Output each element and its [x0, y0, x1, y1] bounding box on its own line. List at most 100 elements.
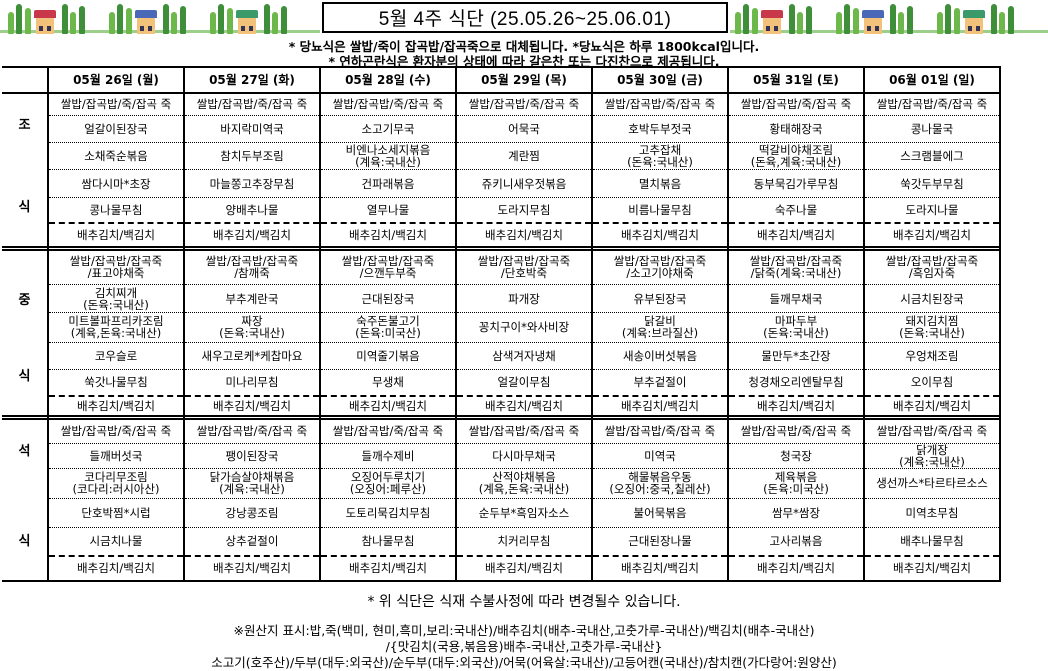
menu-cell: 배추김치/백김치: [183, 222, 321, 249]
tree-icon: [70, 12, 76, 34]
menu-cell: 계란찜: [455, 142, 593, 171]
menu-cell: 숙주돈불고기 (돈육:미국산): [319, 312, 457, 343]
menu-row: 조 식 쌀밥/잡곡밥/죽/잡곡 죽 쌀밥/잡곡밥/죽/잡곡 죽 쌀밥/잡곡밥/죽/잡곡 …: [2, 93, 1001, 248]
menu-cell: 양배추나물: [183, 197, 321, 224]
menu-cell: 닭개장 (계육:국내산): [863, 443, 1001, 469]
tree-icon: [272, 12, 278, 34]
meal-label-top: 석: [18, 444, 31, 459]
menu-cell: 미역국: [591, 443, 729, 469]
menu-cell: 동부묵김가루무침: [727, 169, 865, 198]
menu-cell: 새우고로케*케찹마요: [183, 342, 321, 370]
menu-cell: 미트볼파프리카조림 (계육,돈육:국내산): [47, 312, 185, 343]
menu-cell: 미역초무침: [863, 498, 1001, 529]
menu-cell: 불어묵볶음: [591, 498, 729, 529]
menu-cell: 바지락미역국: [183, 115, 321, 144]
tree-icon: [210, 12, 216, 34]
menu-cell: 얼갈이된장국: [47, 115, 185, 144]
menu-row: 미트볼파프리카조림 (계육,돈육:국내산) 짜장 (돈육:국내산) 숙주돈불고기 (…: [2, 312, 1001, 343]
menu-row: 소채죽순볶음 참치두부조림 비엔나소세지볶음 (계육:국내산) 계란찜 고추잡채 (돈육…: [2, 142, 1001, 171]
menu-cell: 부추계란국: [183, 284, 321, 314]
menu-cell: 얼갈이무침: [455, 369, 593, 397]
menu-cell: 들깨수제비: [319, 443, 457, 469]
menu-cell: 배추김치/백김치: [455, 395, 593, 418]
menu-cell: 청국장: [727, 443, 865, 469]
menu-cell: 닭가슴살야채볶음 (계육:국내산): [183, 468, 321, 499]
menu-cell: 배추김치/백김치: [455, 222, 593, 249]
menu-cell: 숙주나물: [727, 197, 865, 224]
menu-cell: 고추잡채 (돈육:국내산): [591, 142, 729, 171]
menu-cell: 미나리무침: [183, 369, 321, 397]
tree-icon: [126, 8, 132, 34]
menu-row: 시금치나물 상추겉절이 참나물무침 치커리무침 근대된장나물 고사리볶음 배추나물무침: [2, 527, 1001, 557]
menu-cell: 고사리볶음: [727, 527, 865, 557]
menu-cell: 떡갈비야채조림 (돈육,계육:국내산): [727, 142, 865, 171]
menu-cell: 쑥갓두부무침: [863, 169, 1001, 198]
diabetic-notice: * 당뇨식은 쌀밥/죽이 잡곡밥/잡곡죽으로 대체됩니다. *당뇨식은 하루 1…: [288, 39, 760, 54]
menu-cell: 쌈다시마*초장: [47, 169, 185, 198]
menu-cell: 꽁치구이*와사비장: [455, 312, 593, 343]
menu-cell: 배추김치/백김치: [455, 555, 593, 583]
menu-cell: 김치찌개 (돈육:국내산): [47, 284, 185, 314]
menu-cell: 쌀밥/잡곡밥/죽/잡곡 죽: [591, 419, 729, 444]
menu-row: 들깨버섯국 팽이된장국 들깨수제비 다시마무채국 미역국 청국장 닭개장 (계육:국내산): [2, 443, 1001, 469]
tree-icon: [163, 4, 169, 34]
tree-icon: [171, 12, 177, 34]
decorative-banner-left: [6, 0, 303, 34]
menu-cell: 무생채: [319, 369, 457, 397]
tree-icon: [743, 4, 749, 34]
menu-cell: 부추겉절이: [591, 369, 729, 397]
tree-icon: [991, 4, 997, 34]
house-icon: [864, 18, 882, 34]
meal-label-top: 조: [18, 118, 31, 133]
menu-row: 쌈다시마*초장 마늘쫑고추장무침 건파래볶음 쥬키니새우젓볶음 멸치볶음 동부묵김가루무침…: [2, 169, 1001, 198]
menu-row: 배추김치/백김치 배추김치/백김치 배추김치/백김치 배추김치/백김치 배추김치/백김치…: [2, 555, 1001, 583]
menu-row: 석 식 쌀밥/잡곡밥/죽/잡곡 죽 쌀밥/잡곡밥/죽/잡곡 죽 쌀밥/잡곡밥/죽/잡곡 …: [2, 419, 1001, 582]
menu-cell: 소채죽순볶음: [47, 142, 185, 171]
menu-cell: 비름나물무침: [591, 197, 729, 224]
menu-cell: 도라지나물: [863, 197, 1001, 224]
menu-row: 코우슬로 새우고로케*케찹마요 미역줄기볶음 삼색겨자냉채 새송이버섯볶음 물만두*초간장…: [2, 342, 1001, 370]
menu-cell: 어묵국: [455, 115, 593, 144]
menu-cell: 소고기무국: [319, 115, 457, 144]
tree-icon: [806, 6, 812, 34]
tree-icon: [844, 4, 850, 34]
tree-icon: [836, 12, 842, 34]
tree-icon: [907, 6, 913, 34]
menu-row: 코다리무조림 (코다리:러시아산) 닭가슴살야채볶음 (계육:국내산) 오징어두루치…: [2, 468, 1001, 499]
menu-cell: 배추김치/백김치: [591, 555, 729, 583]
day-header: 05월 29일 (목): [455, 66, 593, 94]
menu-cell: 쌀밥/잡곡밥/죽/잡곡 죽: [727, 419, 865, 444]
menu-cell: 상추겉절이: [183, 527, 321, 557]
day-header: 05월 26일 (월): [47, 66, 185, 94]
menu-cell: 쌀밥/잡곡밥/죽/잡곡 죽: [455, 93, 593, 116]
menu-cell: 쌀밥/잡곡밥/죽/잡곡 죽: [863, 419, 1001, 444]
menu-cell: 생선까스*타르타르소스: [863, 468, 1001, 499]
tree-icon: [937, 12, 943, 34]
menu-cell: 근대된장국: [319, 284, 457, 314]
menu-cell: 쌀밥/잡곡밥/죽/잡곡 죽: [319, 93, 457, 116]
menu-cell: 쌀밥/잡곡밥/죽/잡곡 죽: [183, 419, 321, 444]
tree-icon: [735, 12, 741, 34]
menu-cell: 열무나물: [319, 197, 457, 224]
menu-row: 콩나물무침 양배추나물 열무나물 도라지무침 비름나물무침 숙주나물 도라지나물: [2, 197, 1001, 224]
menu-cell: 우엉채조림: [863, 342, 1001, 370]
roof: [963, 10, 985, 18]
menu-cell: 시금치된장국: [863, 284, 1001, 314]
tree-icon: [945, 4, 951, 34]
menu-row: 얼갈이된장국 바지락미역국 소고기무국 어묵국 호박두부젓국 황태해장국 콩나물국: [2, 115, 1001, 144]
menu-cell: 배추김치/백김치: [863, 395, 1001, 418]
meal-label-bottom: 식: [18, 369, 31, 384]
menu-cell: 마파두부 (돈육:국내산): [727, 312, 865, 343]
menu-cell: 배추김치/백김치: [863, 555, 1001, 583]
menu-cell: 순두부*흑임자소스: [455, 498, 593, 529]
menu-cell: 쌀밥/잡곡밥/죽/잡곡 죽: [591, 93, 729, 116]
tree-icon: [797, 12, 803, 34]
menu-cell: 쌀밥/잡곡밥/죽/잡곡 죽: [455, 419, 593, 444]
menu-cell: 배추김치/백김치: [183, 555, 321, 583]
menu-cell: 비엔나소세지볶음 (계육:국내산): [319, 142, 457, 171]
menu-cell: 쌀밥/잡곡밥/죽/잡곡 죽: [47, 93, 185, 116]
menu-cell: 쌀밥/잡곡밥/죽/잡곡 죽: [863, 93, 1001, 116]
tree-icon: [789, 4, 795, 34]
